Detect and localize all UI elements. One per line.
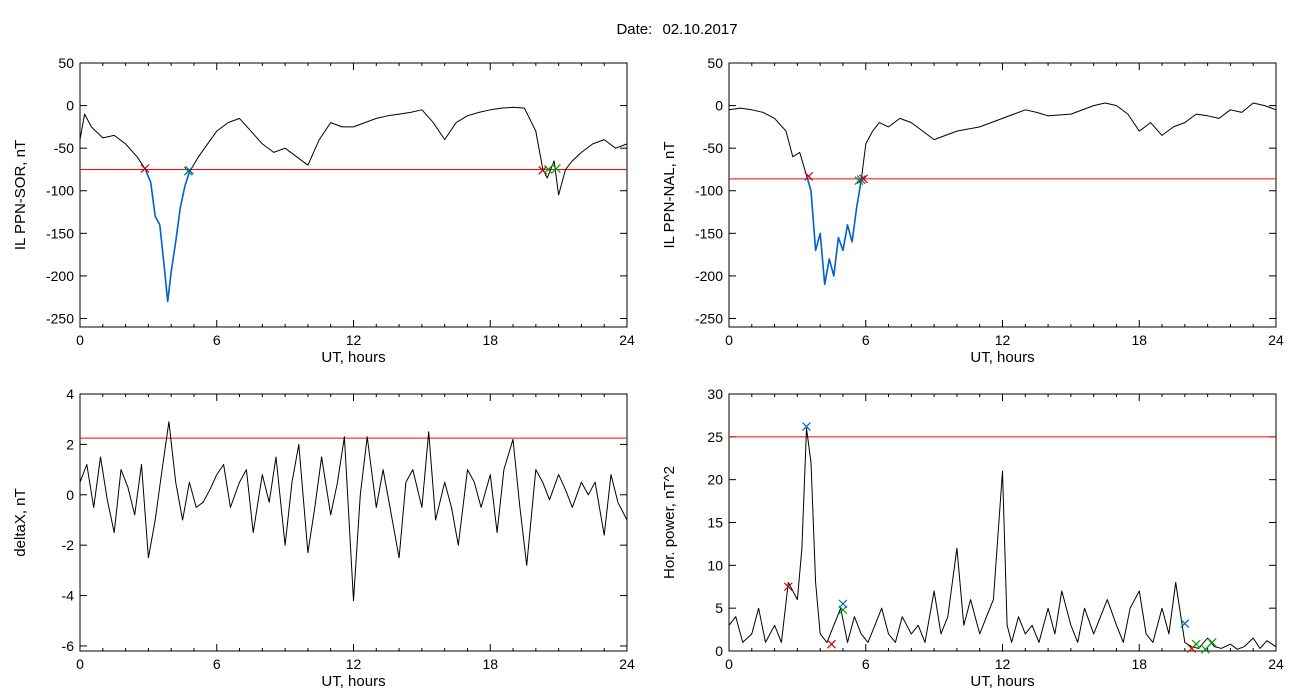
- x-marker: [783, 582, 793, 592]
- y-tick-label: -100: [695, 183, 723, 199]
- series-line-1: [144, 168, 191, 303]
- y-tick-label: -50: [703, 140, 723, 156]
- x-tick-label: 24: [1268, 656, 1284, 672]
- y-axis-label: Hor. power, nT^2: [661, 466, 678, 579]
- y-tick-label: -250: [46, 310, 74, 326]
- y-tick-label: 15: [707, 515, 723, 531]
- y-tick-label: -2: [62, 537, 75, 553]
- y-tick-label: -150: [46, 225, 74, 241]
- x-axis-label: UT, hours: [970, 673, 1034, 690]
- y-tick-label: -50: [54, 140, 74, 156]
- x-tick-label: 0: [725, 332, 733, 348]
- series-line-0: [79, 106, 628, 302]
- date-value: 02.10.2017: [662, 21, 737, 38]
- plot-frame: [728, 393, 1277, 652]
- x-tick-label: 24: [619, 656, 635, 672]
- x-tick-label: 12: [995, 332, 1011, 348]
- plot-frame: [79, 62, 628, 328]
- y-tick-label: 30: [707, 386, 723, 402]
- x-tick-label: 24: [619, 332, 635, 348]
- x-axis-label: UT, hours: [321, 673, 385, 690]
- x-tick-label: 18: [1131, 332, 1147, 348]
- y-tick-label: -6: [62, 638, 75, 654]
- series-line-0: [79, 421, 628, 602]
- x-marker: [802, 422, 811, 431]
- y-tick-label: 5: [715, 600, 723, 616]
- y-tick-label: 20: [707, 472, 723, 488]
- x-tick-label: 6: [213, 332, 221, 348]
- x-marker: [804, 171, 814, 181]
- chart-deltax: 0 6 12 18 24 4 2 0 -2 -4 -6 UT, hours deltaX, nT: [12, 386, 635, 690]
- x-tick-label: 0: [76, 656, 84, 672]
- x-marker: [856, 175, 866, 185]
- plot-frame: [79, 393, 628, 652]
- x-tick-label: 18: [1131, 656, 1147, 672]
- chart-ppn-nal: 0 6 12 18 24 50 0 -50 -100 -150 -200 -250 UT, hours I…: [661, 55, 1284, 366]
- y-tick-label: 25: [707, 429, 723, 445]
- x-marker: [1207, 638, 1217, 647]
- y-tick-label: 10: [707, 557, 723, 573]
- x-tick-label: 18: [482, 656, 498, 672]
- y-tick-label: 50: [707, 55, 723, 71]
- series-line-1: [805, 175, 862, 286]
- y-tick-label: -150: [695, 225, 723, 241]
- y-axis-label: IL PPN-NAL, nT: [661, 142, 678, 249]
- x-marker: [543, 165, 553, 174]
- x-marker: [1191, 639, 1201, 649]
- y-tick-label: 0: [66, 98, 74, 114]
- y-tick-label: -200: [695, 268, 723, 284]
- series-line-0: [728, 427, 1277, 650]
- y-axis-label: IL PPN-SOR, nT: [12, 140, 29, 250]
- x-tick-label: 12: [346, 332, 362, 348]
- y-axis-label: deltaX, nT: [12, 488, 29, 556]
- y-tick-label: -250: [695, 310, 723, 326]
- date-title: Date: 02.10.2017: [616, 21, 737, 38]
- x-tick-label: 24: [1268, 332, 1284, 348]
- x-marker: [1180, 619, 1190, 629]
- x-marker: [827, 639, 836, 649]
- x-marker: [838, 605, 848, 615]
- x-tick-label: 0: [725, 656, 733, 672]
- y-tick-label: 0: [715, 643, 723, 659]
- y-tick-label: 4: [66, 386, 74, 402]
- date-label: Date:: [616, 21, 652, 38]
- y-tick-label: -200: [46, 268, 74, 284]
- x-marker: [140, 164, 150, 174]
- x-marker: [1200, 644, 1210, 654]
- x-marker: [854, 176, 864, 185]
- x-marker: [551, 164, 561, 174]
- x-tick-label: 0: [76, 332, 84, 348]
- x-marker: [859, 174, 868, 184]
- y-tick-label: 50: [58, 55, 74, 71]
- x-tick-label: 12: [346, 656, 362, 672]
- x-tick-label: 6: [862, 656, 870, 672]
- x-tick-label: 18: [482, 332, 498, 348]
- x-marker: [184, 165, 194, 175]
- y-tick-label: 0: [715, 98, 723, 114]
- chart-hor-power: 0 6 12 18 24 30 25 20 15 10 5 0 UT, hours Hor. power,…: [661, 386, 1284, 690]
- x-axis-label: UT, hours: [321, 349, 385, 366]
- y-tick-label: -4: [62, 588, 75, 604]
- x-tick-label: 12: [995, 656, 1011, 672]
- x-tick-label: 6: [213, 656, 221, 672]
- y-tick-label: 2: [66, 436, 74, 452]
- x-tick-label: 6: [862, 332, 870, 348]
- chart-ppn-sor: 0 6 12 18 24 50 0 -50 -100 -150 -200 -250 UT, hours I…: [12, 55, 635, 366]
- x-axis-label: UT, hours: [970, 349, 1034, 366]
- y-tick-label: -100: [46, 183, 74, 199]
- y-tick-label: 0: [66, 487, 74, 503]
